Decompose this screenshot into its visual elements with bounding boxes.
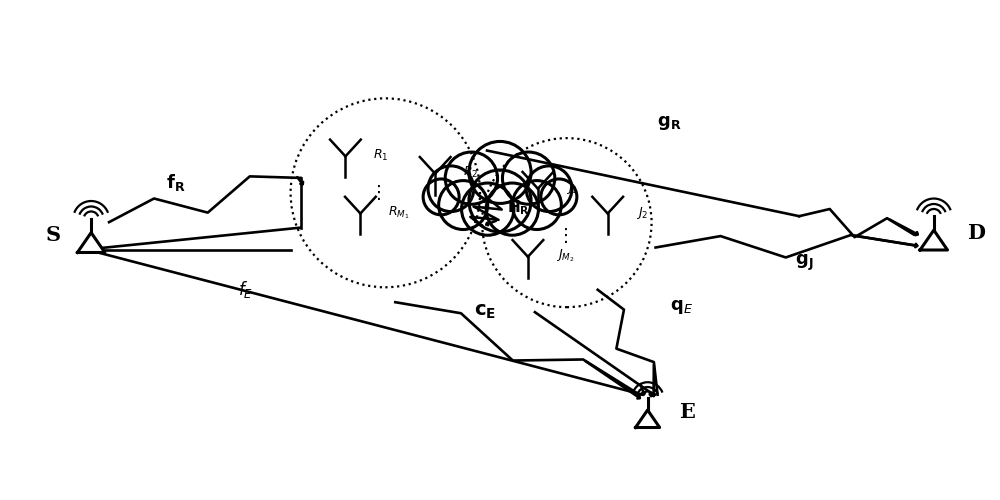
Polygon shape bbox=[920, 230, 948, 250]
Text: $R_2$: $R_2$ bbox=[463, 166, 478, 180]
Circle shape bbox=[428, 166, 474, 212]
Polygon shape bbox=[636, 410, 660, 428]
Circle shape bbox=[445, 152, 498, 204]
Circle shape bbox=[469, 170, 531, 232]
Text: $\mathbf{c_E}$: $\mathbf{c_E}$ bbox=[474, 303, 496, 322]
Text: $f_E$: $f_E$ bbox=[238, 280, 253, 300]
Circle shape bbox=[512, 180, 561, 230]
Text: $\mathbf{H_R}$: $\mathbf{H_R}$ bbox=[507, 198, 530, 217]
Circle shape bbox=[439, 180, 488, 230]
Circle shape bbox=[502, 152, 555, 204]
Text: $\vdots$: $\vdots$ bbox=[369, 184, 381, 203]
Polygon shape bbox=[77, 232, 105, 252]
Text: $J_{M_2}$: $J_{M_2}$ bbox=[556, 248, 574, 264]
Text: $\mathbf{g_J}$: $\mathbf{g_J}$ bbox=[795, 252, 813, 272]
Text: $\mathbf{q}_E$: $\mathbf{q}_E$ bbox=[670, 298, 693, 316]
Circle shape bbox=[462, 183, 514, 235]
Text: $\mathbf{f_R}$: $\mathbf{f_R}$ bbox=[166, 172, 186, 194]
Circle shape bbox=[486, 183, 538, 235]
Text: D: D bbox=[967, 222, 985, 242]
Text: $\vdots$: $\vdots$ bbox=[556, 226, 568, 244]
Text: $R_{M_1}$: $R_{M_1}$ bbox=[388, 204, 410, 221]
Text: $R_1$: $R_1$ bbox=[373, 148, 389, 163]
Text: S: S bbox=[46, 225, 61, 245]
Text: E: E bbox=[680, 402, 695, 421]
Text: $J_1$: $J_1$ bbox=[566, 180, 578, 196]
Circle shape bbox=[423, 179, 459, 215]
Text: $J_2$: $J_2$ bbox=[636, 204, 648, 220]
Circle shape bbox=[469, 142, 531, 204]
Text: $\mathbf{g_R}$: $\mathbf{g_R}$ bbox=[657, 114, 682, 132]
Circle shape bbox=[526, 166, 572, 212]
Circle shape bbox=[541, 179, 577, 215]
